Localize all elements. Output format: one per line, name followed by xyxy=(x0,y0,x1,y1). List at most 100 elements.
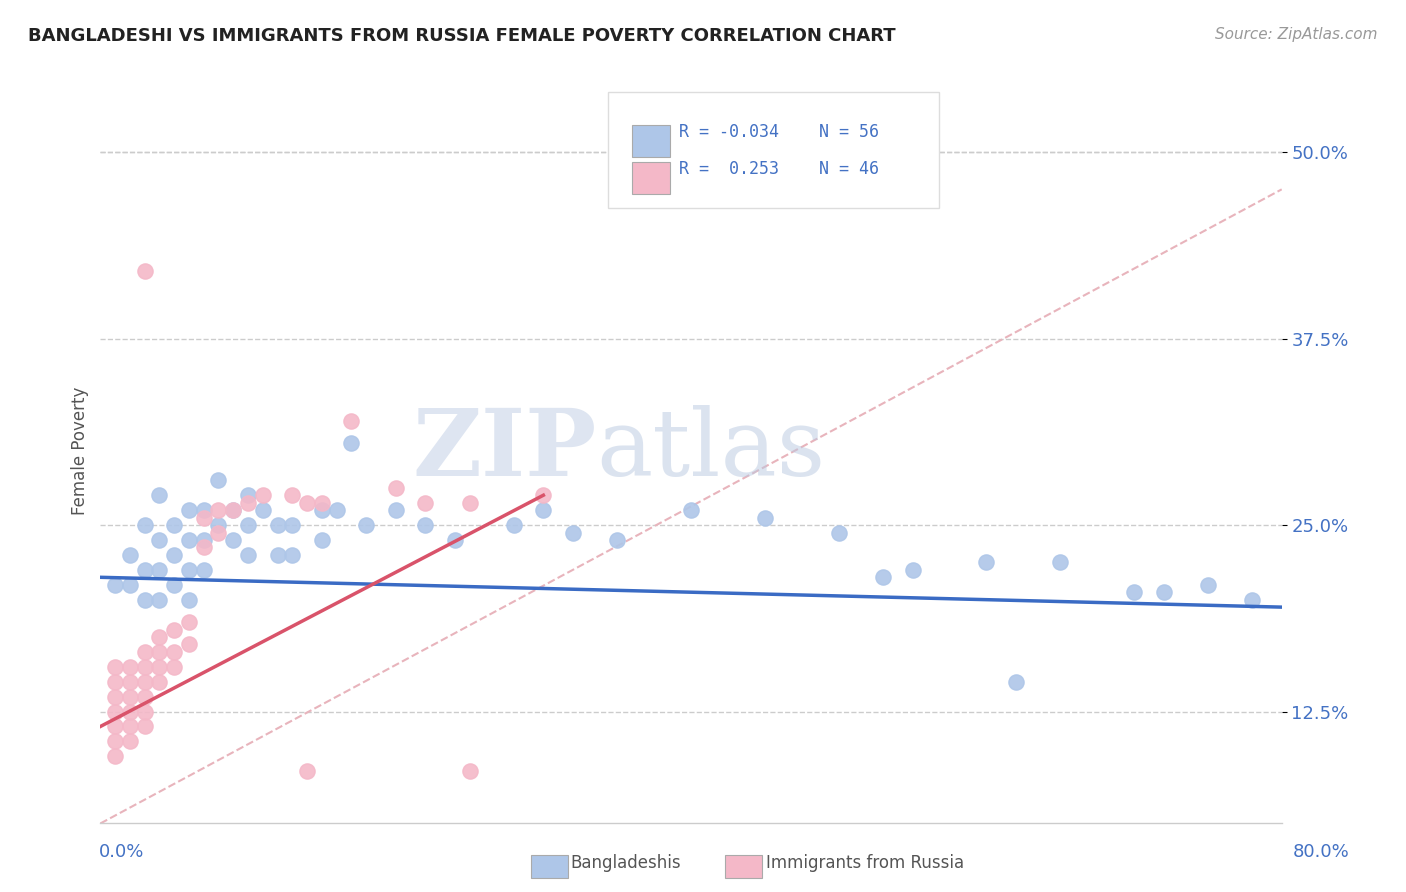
Point xyxy=(976,555,998,569)
Point xyxy=(163,623,186,637)
Point xyxy=(104,578,127,592)
Point xyxy=(118,548,141,562)
Point xyxy=(340,414,363,428)
Point xyxy=(163,518,186,533)
Point xyxy=(266,518,288,533)
Point xyxy=(177,637,200,651)
FancyBboxPatch shape xyxy=(609,93,939,208)
Point xyxy=(207,518,229,533)
Point xyxy=(1197,578,1219,592)
Point xyxy=(177,563,200,577)
Point xyxy=(1153,585,1175,599)
Point xyxy=(148,660,170,674)
Point xyxy=(193,533,215,547)
Point xyxy=(531,488,554,502)
Point xyxy=(413,496,436,510)
Point xyxy=(354,518,377,533)
Point xyxy=(134,705,156,719)
Point xyxy=(340,436,363,450)
Point xyxy=(177,592,200,607)
Text: atlas: atlas xyxy=(596,406,825,495)
Point xyxy=(281,518,304,533)
Point xyxy=(222,503,245,517)
Point xyxy=(134,674,156,689)
Point xyxy=(148,533,170,547)
Point xyxy=(148,674,170,689)
Point xyxy=(295,496,318,510)
Point xyxy=(134,592,156,607)
Point xyxy=(443,533,465,547)
Point xyxy=(148,645,170,659)
Point xyxy=(193,510,215,524)
Point xyxy=(236,496,259,510)
Point xyxy=(413,518,436,533)
Point xyxy=(1049,555,1071,569)
Point xyxy=(1123,585,1146,599)
Point xyxy=(148,563,170,577)
Point xyxy=(163,660,186,674)
Point xyxy=(458,496,481,510)
Point xyxy=(207,503,229,517)
Point xyxy=(148,488,170,502)
Point xyxy=(134,660,156,674)
Point xyxy=(104,719,127,733)
Point xyxy=(1241,592,1264,607)
Point xyxy=(134,719,156,733)
Point xyxy=(118,734,141,748)
Point xyxy=(311,533,333,547)
Point xyxy=(207,473,229,487)
Point xyxy=(134,563,156,577)
Point xyxy=(118,690,141,704)
Point xyxy=(901,563,924,577)
Point xyxy=(104,749,127,764)
Point xyxy=(177,533,200,547)
Point xyxy=(118,705,141,719)
Point xyxy=(561,525,583,540)
Point xyxy=(134,518,156,533)
Point xyxy=(252,503,274,517)
Text: Bangladeshis: Bangladeshis xyxy=(571,855,682,872)
Point xyxy=(104,660,127,674)
Point xyxy=(311,496,333,510)
Text: R =  0.253    N = 46: R = 0.253 N = 46 xyxy=(679,161,879,178)
Point xyxy=(384,503,406,517)
Point xyxy=(118,674,141,689)
Point xyxy=(104,705,127,719)
Point xyxy=(207,525,229,540)
Point xyxy=(104,690,127,704)
Point xyxy=(118,660,141,674)
Point xyxy=(828,525,851,540)
Point xyxy=(325,503,347,517)
Text: 0.0%: 0.0% xyxy=(98,843,143,861)
Point xyxy=(222,503,245,517)
Point xyxy=(236,548,259,562)
Point xyxy=(134,264,156,278)
Point xyxy=(311,503,333,517)
Point xyxy=(252,488,274,502)
FancyBboxPatch shape xyxy=(631,162,669,194)
Text: BANGLADESHI VS IMMIGRANTS FROM RUSSIA FEMALE POVERTY CORRELATION CHART: BANGLADESHI VS IMMIGRANTS FROM RUSSIA FE… xyxy=(28,27,896,45)
Point xyxy=(1005,674,1028,689)
Text: ZIP: ZIP xyxy=(412,406,596,495)
Point xyxy=(134,645,156,659)
Point xyxy=(531,503,554,517)
Text: 80.0%: 80.0% xyxy=(1294,843,1350,861)
Point xyxy=(104,734,127,748)
Text: Source: ZipAtlas.com: Source: ZipAtlas.com xyxy=(1215,27,1378,42)
Point xyxy=(104,674,127,689)
Y-axis label: Female Poverty: Female Poverty xyxy=(72,386,89,515)
Point xyxy=(502,518,524,533)
FancyBboxPatch shape xyxy=(631,125,669,156)
Point xyxy=(134,690,156,704)
Point xyxy=(606,533,628,547)
Point xyxy=(177,503,200,517)
Point xyxy=(163,645,186,659)
Point xyxy=(754,510,776,524)
Point xyxy=(163,578,186,592)
Point xyxy=(458,764,481,779)
Point xyxy=(281,548,304,562)
Point xyxy=(281,488,304,502)
Point xyxy=(118,578,141,592)
Point xyxy=(295,764,318,779)
Point xyxy=(222,533,245,547)
